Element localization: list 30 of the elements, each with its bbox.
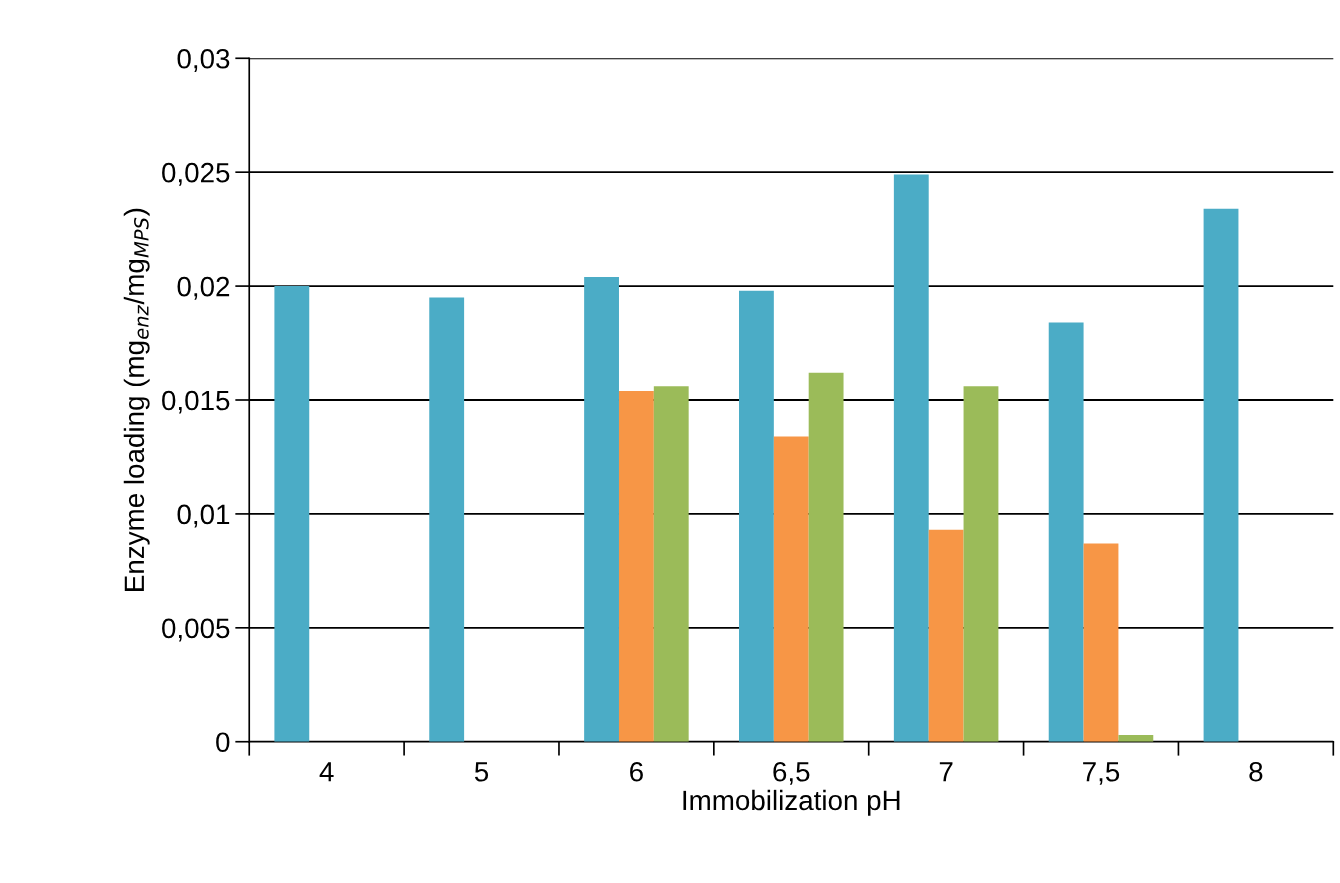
x-tick-label: 6 (630, 761, 643, 782)
bar (1048, 322, 1084, 742)
x-tick-label: 4 (319, 762, 334, 782)
x-tick-label: 5 (474, 762, 489, 782)
bar (274, 286, 310, 742)
y-tick-label: 0 (216, 732, 230, 753)
bar (808, 372, 844, 742)
x-tick-label: 6,5 (773, 761, 810, 785)
y-tick-label: 0,005 (162, 618, 230, 642)
bar (739, 290, 774, 742)
bar (928, 529, 964, 742)
y-tick-label: 0,01 (177, 504, 230, 528)
y-tick-label: 0,03 (177, 48, 230, 72)
bar (1203, 208, 1239, 742)
y-tick-label: 0,015 (162, 390, 230, 414)
bar (653, 386, 689, 742)
bar (963, 386, 999, 742)
y-tick-label: 0,025 (162, 162, 230, 186)
x-tick-label: 7,5 (1083, 762, 1120, 785)
bar (773, 436, 809, 742)
bar (1083, 543, 1119, 742)
bar (584, 276, 619, 742)
x-tick-label: 8 (1249, 761, 1263, 782)
bar (429, 297, 465, 742)
x-tick-label: 7 (939, 762, 953, 782)
bar (618, 390, 654, 742)
y-tick-label: 0,02 (177, 276, 230, 300)
x-axis-title: Immobilization pH (683, 789, 900, 816)
bar (893, 174, 929, 742)
y-axis-title: Enzyme loading (mg$_{enz}$/mg$_{MPS}$) (123, 208, 150, 591)
